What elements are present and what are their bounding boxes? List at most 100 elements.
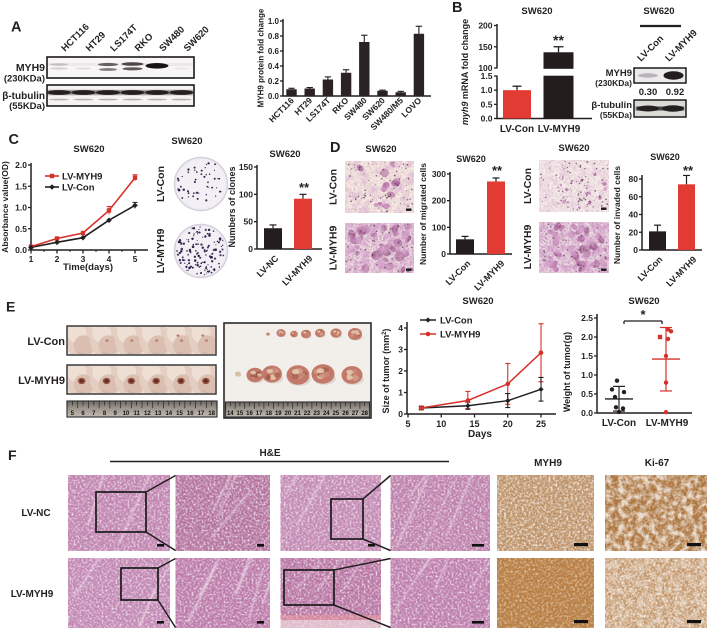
svg-text:0: 0 [633,245,638,255]
svg-text:LV-MYH9: LV-MYH9 [646,418,689,429]
svg-text:MYH9: MYH9 [606,68,632,79]
svg-text:12: 12 [144,411,151,417]
svg-text:25: 25 [536,419,546,429]
svg-text:LV-Con: LV-Con [440,316,473,327]
svg-text:LV-Con: LV-Con [522,168,534,204]
svg-text:Absorbance value(OD): Absorbance value(OD) [0,161,10,253]
svg-text:*: * [640,307,646,322]
svg-text:SW620: SW620 [643,6,674,17]
svg-text:0.6: 0.6 [268,47,280,56]
svg-text:SW620: SW620 [365,144,396,155]
svg-text:15: 15 [176,411,183,417]
svg-text:SW620: SW620 [558,143,589,154]
svg-text:**: ** [683,163,694,178]
svg-text:3: 3 [398,345,403,355]
svg-text:E: E [6,299,15,315]
svg-text:SW620: SW620 [521,6,552,17]
svg-text:80: 80 [629,174,639,184]
svg-text:14: 14 [227,411,234,417]
svg-text:**: ** [553,32,564,48]
svg-text:**: ** [299,180,310,195]
svg-text:10: 10 [436,419,446,429]
svg-text:1: 1 [398,388,403,398]
svg-text:SW620: SW620 [269,149,300,160]
svg-text:19: 19 [275,411,282,417]
svg-text:6: 6 [81,411,85,417]
svg-text:40: 40 [629,210,639,220]
svg-text:SW620: SW620 [628,296,659,307]
svg-text:D: D [330,140,340,156]
svg-text:8: 8 [103,411,107,417]
svg-text:LV-MYH9: LV-MYH9 [11,589,54,600]
svg-text:myh9 mRNA fold change: myh9 mRNA fold change [460,19,470,125]
svg-text:100: 100 [478,63,492,73]
svg-text:16: 16 [187,411,194,417]
svg-text:1.0: 1.0 [268,17,280,26]
svg-text:60: 60 [629,192,639,202]
svg-text:2: 2 [55,254,60,264]
svg-text:LV-MYH9: LV-MYH9 [538,124,581,135]
svg-text:5: 5 [133,254,138,264]
svg-text:LV-Con: LV-Con [500,124,534,135]
svg-text:LV-Con: LV-Con [27,336,65,348]
svg-text:9: 9 [114,411,118,417]
svg-text:β-tubulin: β-tubulin [2,91,45,102]
svg-text:26: 26 [342,411,349,417]
svg-text:150: 150 [239,162,253,172]
svg-text:20: 20 [503,419,513,429]
svg-text:22: 22 [304,411,311,417]
svg-text:0.2: 0.2 [268,77,280,86]
svg-text:200: 200 [478,21,492,31]
svg-text:20: 20 [285,411,292,417]
svg-text:Size of tumor (mm2): Size of tumor (mm2) [381,329,391,414]
svg-text:28: 28 [361,411,368,417]
svg-text:25: 25 [333,411,340,417]
svg-text:18: 18 [208,411,215,417]
svg-text:16: 16 [246,411,253,417]
svg-text:LV-Con: LV-Con [62,183,95,194]
svg-text:Weight of tumor(g): Weight of tumor(g) [562,332,572,412]
svg-text:150: 150 [478,42,492,52]
svg-text:1: 1 [29,254,34,264]
svg-text:21: 21 [294,411,301,417]
svg-text:LV-MYH9: LV-MYH9 [155,228,167,273]
svg-text:SW620: SW620 [456,154,486,164]
svg-text:1.0: 1.0 [581,370,593,380]
svg-text:200: 200 [432,196,446,206]
svg-text:0.5: 0.5 [15,224,27,234]
svg-text:1.5: 1.5 [481,71,493,81]
svg-text:0: 0 [398,409,403,419]
svg-text:B: B [452,0,462,16]
svg-text:Days: Days [468,429,492,440]
svg-text:LV-MYH9: LV-MYH9 [18,375,65,387]
svg-text:**: ** [492,163,503,178]
svg-text:10: 10 [123,411,130,417]
svg-text:0.0: 0.0 [15,245,27,255]
svg-text:0.0: 0.0 [268,92,280,101]
svg-text:β-tubulin: β-tubulin [591,100,632,111]
svg-text:MYH9: MYH9 [534,458,562,469]
svg-text:1.5: 1.5 [15,181,27,191]
svg-text:SW620: SW620 [462,296,493,307]
svg-text:18: 18 [265,411,272,417]
svg-text:2.5: 2.5 [581,313,593,323]
svg-text:C: C [9,132,20,148]
svg-text:2.0: 2.0 [15,160,27,170]
svg-text:Time(days): Time(days) [63,262,113,273]
svg-text:300: 300 [432,169,446,179]
svg-text:1.0: 1.0 [481,85,493,95]
svg-text:100: 100 [239,189,253,199]
svg-text:5: 5 [71,411,75,417]
svg-text:Number of invaded cells: Number of invaded cells [612,166,622,265]
svg-text:4: 4 [398,323,403,333]
svg-text:15: 15 [469,419,479,429]
svg-text:100: 100 [432,222,446,232]
svg-text:27: 27 [352,411,359,417]
svg-text:A: A [11,20,22,36]
svg-text:0.4: 0.4 [268,62,280,71]
svg-text:0.8: 0.8 [268,32,280,41]
svg-text:MYH9: MYH9 [16,62,45,74]
svg-text:SW620: SW620 [171,136,202,147]
svg-text:11: 11 [133,411,140,417]
svg-text:3: 3 [81,254,86,264]
